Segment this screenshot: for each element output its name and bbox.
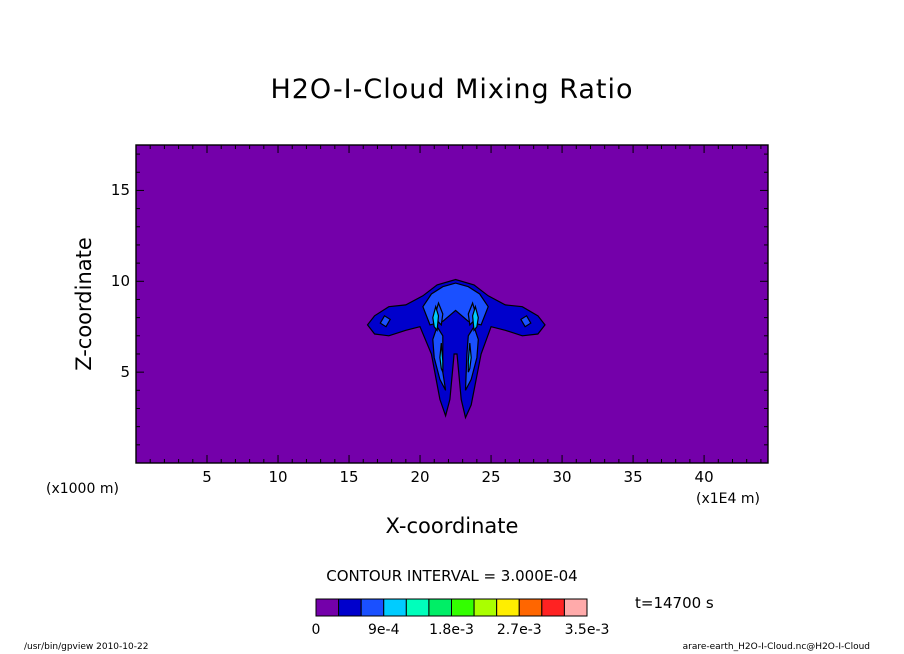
colorbar-label: 1.8e-3 (429, 622, 474, 638)
colorbar-swatch (541, 598, 565, 617)
time-label: t=14700 s (635, 594, 714, 612)
colorbar-swatch (496, 598, 520, 617)
contour-level-2-3 (432, 325, 447, 391)
chart-title: H2O-I-Cloud Mixing Ratio (270, 74, 634, 105)
plot-frame (135, 144, 769, 464)
x-tick-label: 5 (202, 468, 212, 486)
contour-level-2-1 (379, 314, 392, 328)
colorbar-label: 0 (311, 622, 321, 638)
x-tick-label: 10 (268, 468, 288, 486)
colorbar-swatch (405, 598, 430, 617)
x-tick-label: 25 (481, 468, 501, 486)
colorbar-swatch (383, 598, 407, 617)
x-axis-unit: (x1E4 m) (696, 491, 760, 507)
contour-interval-label: CONTOUR INTERVAL = 3.000E-04 (326, 567, 578, 585)
x-tick-label: 15 (339, 468, 359, 486)
footer-left: /usr/bin/gpview 2010-10-22 (24, 642, 149, 652)
x-tick-label: 35 (623, 468, 643, 486)
contour-level-2-2 (520, 314, 532, 328)
x-tick-label: 30 (552, 468, 572, 486)
colorbar-label: 2.7e-3 (496, 622, 542, 638)
contour-level-3-0 (432, 304, 440, 332)
colorbar-label: 3.5e-3 (564, 622, 610, 638)
contour-level-3-1 (471, 304, 479, 332)
x-tick-label: 20 (410, 468, 430, 486)
x-tick-label: 40 (694, 468, 714, 486)
colorbar-swatch (451, 598, 475, 617)
y-tick-label: 15 (110, 181, 130, 200)
footer-right: arare-earth_H2O-I-Cloud.nc@H2O-I-Cloud (682, 642, 870, 652)
y-axis-unit: (x1000 m) (46, 481, 119, 497)
colorbar-label: 9e-4 (368, 622, 400, 638)
colorbar-swatch (563, 598, 588, 617)
contour-level-2-4 (464, 325, 479, 391)
y-tick-label: 10 (110, 272, 130, 291)
contour-level-1-0 (366, 278, 546, 420)
colorbar-swatch (428, 598, 452, 617)
colorbar-swatch (360, 598, 385, 617)
contour-level-3-2 (439, 343, 444, 373)
y-tick-label: 5 (120, 363, 130, 382)
colorbar-swatch (518, 598, 543, 617)
colorbar-swatch (315, 598, 340, 617)
colorbar-swatch (473, 598, 498, 617)
colorbar-swatch (338, 598, 362, 617)
x-axis-label: X-coordinate (385, 514, 519, 538)
contour-level-3-3 (467, 343, 472, 373)
